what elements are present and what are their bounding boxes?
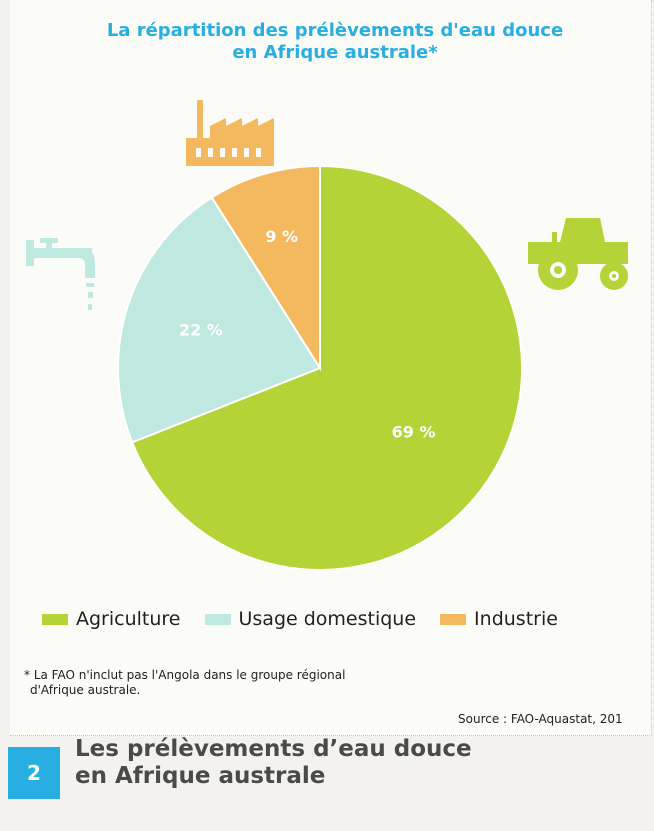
source-credit: Source : FAO-Aquastat, 201 <box>458 712 623 726</box>
legend-swatch-domestique <box>204 613 231 625</box>
document-title-line-2: en Afrique australe <box>75 763 326 789</box>
slice-industrie <box>210 164 321 372</box>
footnote: * La FAO n'inclut pas l'Angola dans le g… <box>24 668 444 698</box>
chart-title-line-1: La répartition des prélèvements d'eau do… <box>106 20 564 41</box>
slice-label-agriculture: 69 % <box>392 423 436 442</box>
chart-legend: Agriculture Usage domestique Industrie <box>42 604 582 634</box>
legend-item-agriculture: Agriculture <box>42 608 181 630</box>
legend-item-industrie: Industrie <box>440 608 558 630</box>
slice-agriculture <box>130 164 523 571</box>
factory-icon <box>186 100 274 166</box>
pie-chart: 69 % 22 % 9 % <box>26 100 628 571</box>
document-number-badge: 2 <box>8 747 60 799</box>
legend-swatch-industrie <box>440 613 467 625</box>
legend-label-industrie: Industrie <box>474 608 558 630</box>
document-title-line-1: Les prélèvements d’eau douce <box>75 736 472 762</box>
slice-label-domestique: 22 % <box>179 320 223 339</box>
footnote-line-2: d'Afrique australe. <box>30 683 141 697</box>
legend-label-domestique: Usage domestique <box>238 608 417 630</box>
chart-title: La répartition des prélèvements d'eau do… <box>80 20 590 64</box>
chart-title-line-2: en Afrique australe* <box>232 42 438 63</box>
legend-label-agriculture: Agriculture <box>76 608 181 630</box>
slice-domestique <box>117 196 322 444</box>
slice-label-industrie: 9 % <box>265 227 298 246</box>
legend-item-domestique: Usage domestique <box>204 608 417 630</box>
legend-swatch-agriculture <box>42 613 68 625</box>
document-title: Les prélèvements d’eau douce en Afrique … <box>75 736 472 790</box>
tractor-icon <box>528 218 628 290</box>
footnote-line-1: * La FAO n'inclut pas l'Angola dans le g… <box>24 668 346 682</box>
tap-icon <box>26 238 95 310</box>
